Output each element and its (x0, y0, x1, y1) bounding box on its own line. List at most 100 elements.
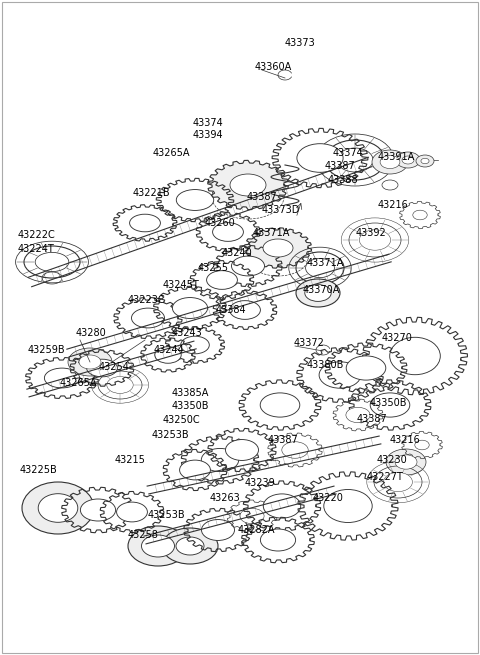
Text: 43222C: 43222C (18, 230, 56, 240)
Text: 43350B: 43350B (172, 401, 209, 411)
Text: 43260: 43260 (205, 218, 236, 228)
Text: 43387: 43387 (268, 435, 299, 445)
Ellipse shape (380, 155, 400, 168)
Ellipse shape (413, 210, 427, 220)
Ellipse shape (35, 252, 69, 272)
Ellipse shape (337, 148, 373, 172)
Text: 43225B: 43225B (20, 465, 58, 475)
Ellipse shape (230, 174, 266, 196)
Ellipse shape (176, 537, 204, 555)
Ellipse shape (415, 440, 429, 450)
Ellipse shape (319, 362, 361, 388)
Text: 43373D: 43373D (262, 205, 300, 215)
Ellipse shape (142, 535, 175, 557)
Text: 43360A: 43360A (255, 62, 292, 72)
Text: 43265A: 43265A (153, 148, 191, 158)
Ellipse shape (260, 393, 300, 417)
Ellipse shape (79, 355, 101, 369)
Ellipse shape (395, 455, 417, 469)
Text: 43372: 43372 (294, 338, 325, 348)
Ellipse shape (263, 239, 293, 257)
Text: 43373: 43373 (285, 38, 316, 48)
Text: 43227T: 43227T (367, 472, 404, 482)
Ellipse shape (305, 285, 331, 301)
Ellipse shape (180, 336, 209, 354)
Text: 43374: 43374 (333, 148, 364, 158)
Ellipse shape (260, 529, 296, 551)
Text: 43254: 43254 (99, 362, 130, 372)
Ellipse shape (44, 368, 80, 388)
Text: 43245T: 43245T (163, 280, 200, 290)
Text: 43270: 43270 (382, 333, 413, 343)
Text: 43216: 43216 (390, 435, 421, 445)
Ellipse shape (386, 449, 426, 475)
Ellipse shape (240, 508, 264, 524)
Text: 43387: 43387 (325, 161, 356, 171)
Ellipse shape (107, 377, 133, 394)
Ellipse shape (176, 189, 214, 210)
Ellipse shape (68, 348, 112, 376)
Ellipse shape (402, 156, 414, 164)
Ellipse shape (297, 143, 343, 172)
Text: 43280: 43280 (76, 328, 107, 338)
Ellipse shape (231, 256, 264, 276)
Ellipse shape (390, 337, 440, 375)
Text: 43263: 43263 (210, 493, 241, 503)
Ellipse shape (226, 440, 259, 460)
Text: 43220: 43220 (313, 493, 344, 503)
Text: 43259B: 43259B (28, 345, 66, 355)
Ellipse shape (206, 271, 238, 290)
Ellipse shape (296, 279, 340, 307)
Ellipse shape (384, 472, 412, 492)
Text: 43388: 43388 (328, 175, 359, 185)
Text: 43215: 43215 (115, 455, 146, 465)
Text: 43244: 43244 (154, 345, 185, 355)
Text: 43239: 43239 (245, 478, 276, 488)
Ellipse shape (372, 150, 408, 174)
Ellipse shape (38, 494, 78, 522)
Text: 43374: 43374 (193, 118, 224, 128)
Text: 43265A: 43265A (60, 378, 97, 388)
Text: 43387: 43387 (247, 192, 278, 202)
Text: 43221B: 43221B (133, 188, 170, 198)
Text: 43223C: 43223C (128, 295, 166, 305)
Text: 43385A: 43385A (172, 388, 209, 398)
Text: 43370A: 43370A (303, 285, 340, 295)
Ellipse shape (86, 359, 118, 377)
Ellipse shape (132, 308, 165, 328)
Text: 43253B: 43253B (148, 510, 186, 520)
Text: 43240: 43240 (222, 248, 253, 258)
Ellipse shape (229, 301, 260, 320)
Ellipse shape (81, 499, 116, 521)
Polygon shape (208, 160, 288, 210)
Ellipse shape (162, 528, 218, 564)
Ellipse shape (396, 152, 420, 168)
Text: 43371A: 43371A (253, 228, 290, 238)
Text: 43391A: 43391A (378, 152, 415, 162)
Ellipse shape (180, 460, 210, 480)
Ellipse shape (306, 259, 335, 278)
Text: 43224T: 43224T (18, 244, 55, 254)
Ellipse shape (201, 449, 239, 472)
Text: 43250C: 43250C (163, 415, 201, 425)
Ellipse shape (370, 393, 410, 417)
Ellipse shape (360, 230, 391, 250)
Text: 43243: 43243 (172, 328, 203, 338)
Text: 43384: 43384 (216, 305, 247, 315)
Ellipse shape (172, 297, 207, 318)
Text: 43387: 43387 (357, 414, 388, 424)
Polygon shape (244, 228, 312, 268)
Ellipse shape (155, 346, 181, 364)
Ellipse shape (324, 489, 372, 523)
Text: 43350B: 43350B (370, 398, 408, 408)
Ellipse shape (130, 214, 160, 232)
Text: 43394: 43394 (193, 130, 224, 140)
Text: 43216: 43216 (378, 200, 409, 210)
Ellipse shape (213, 223, 243, 241)
Ellipse shape (421, 159, 429, 164)
Text: 43380B: 43380B (307, 360, 344, 370)
Ellipse shape (22, 482, 94, 534)
Text: 43253B: 43253B (152, 430, 190, 440)
Ellipse shape (117, 502, 147, 522)
Ellipse shape (202, 519, 235, 540)
